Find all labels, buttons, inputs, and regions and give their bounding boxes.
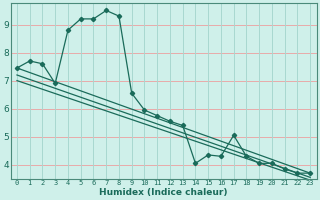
X-axis label: Humidex (Indice chaleur): Humidex (Indice chaleur) (99, 188, 228, 197)
